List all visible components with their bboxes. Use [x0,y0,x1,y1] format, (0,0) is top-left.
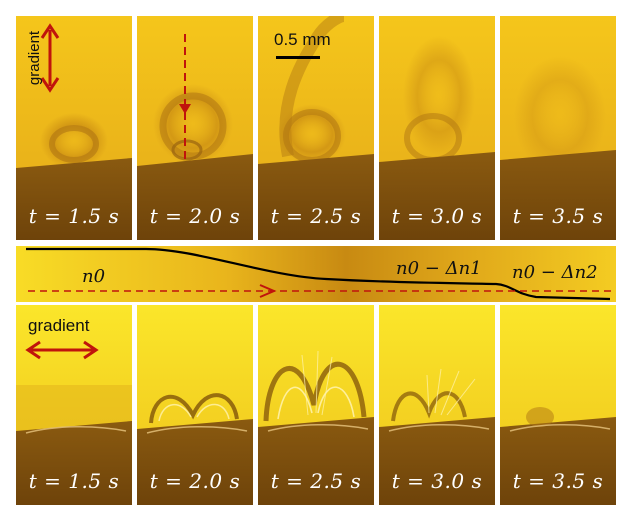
top-gradient-label: gradient [26,30,43,86]
top-frame-1-image [16,16,132,240]
index-profile-curve [26,247,611,301]
bottom-frame-3: t = 2.5 s [258,305,374,505]
top-frame-1-time: t = 1.5 s [28,204,120,228]
bottom-frame-5: t = 3.5 s [500,305,616,505]
bottom-frame-2: t = 2.0 s [137,305,253,505]
top-frame-4-image [379,16,495,240]
top-frame-2: t = 2.0 s [137,16,253,240]
top-frame-3: t = 2.5 s [258,16,374,240]
bottom-frame-2-time: t = 2.0 s [149,469,241,493]
ray-arrow-icon [259,284,277,298]
bottom-frame-3-time: t = 2.5 s [270,469,362,493]
bottom-frame-4: t = 3.0 s [379,305,495,505]
bottom-gradient-label: gradient [28,316,90,335]
top-frame-3-time: t = 2.5 s [270,204,362,228]
top-frame-4: t = 3.0 s [379,16,495,240]
bottom-frame-5-image [500,305,616,505]
bottom-frame-2-image [137,305,253,505]
label-n0-minus-dn1: n0 − Δn1 [396,258,482,279]
top-frame-1: t = 1.5 s [16,16,132,240]
vertical-gradient-arrow-icon [40,23,60,93]
top-frame-2-time: t = 2.0 s [149,204,241,228]
top-frame-2-image [137,16,253,240]
bottom-frame-4-image [379,305,495,505]
label-n0: n0 [82,266,106,287]
bottom-frame-1: t = 1.5 s [16,305,132,505]
label-n0-minus-dn2: n0 − Δn2 [512,262,598,283]
horizontal-gradient-arrow-icon [25,340,99,360]
scale-bar [276,56,320,59]
top-frame-5-image [500,16,616,240]
bottom-frame-4-time: t = 3.0 s [391,469,483,493]
top-frame-3-image [258,16,374,240]
bottom-frame-1-image [16,305,132,505]
top-frame-5-time: t = 3.5 s [512,204,604,228]
arrow-down-icon [179,104,191,114]
scale-bar-label: 0.5 mm [274,30,331,49]
bottom-frame-5-time: t = 3.5 s [512,469,604,493]
top-frame-5: t = 3.5 s [500,16,616,240]
top-frame-4-time: t = 3.0 s [391,204,483,228]
index-gradient-strip: n0 n0 − Δn1 n0 − Δn2 [16,246,616,302]
bottom-frame-3-image [258,305,374,505]
bottom-frame-1-time: t = 1.5 s [28,469,120,493]
index-profile-diagram [16,246,616,302]
